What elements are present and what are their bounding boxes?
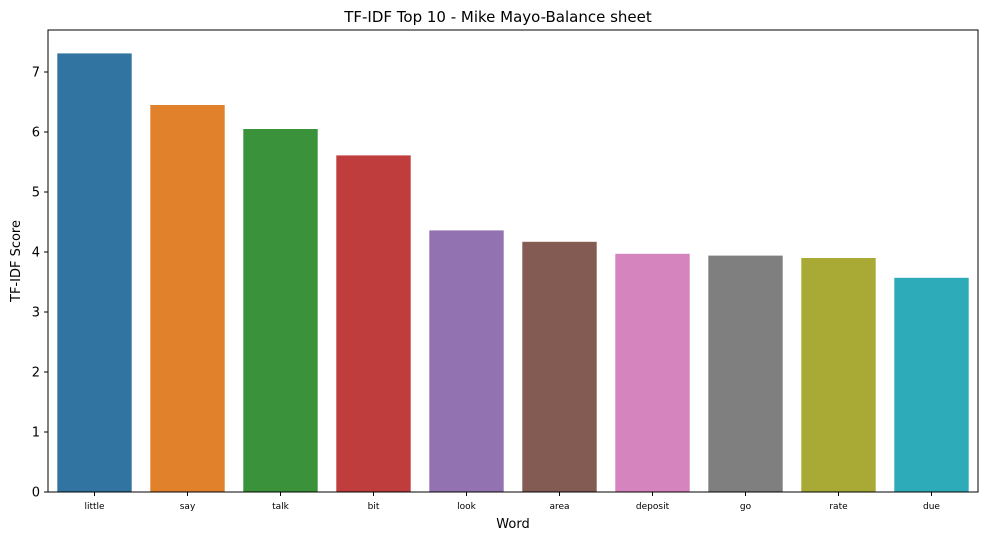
y-axis-label: TF-IDF Score bbox=[9, 220, 24, 303]
x-tick-label: talk bbox=[272, 502, 290, 512]
bar-area bbox=[522, 241, 597, 492]
plot-frame bbox=[47, 29, 979, 493]
bar-rate bbox=[801, 258, 876, 492]
x-tick-label: say bbox=[180, 502, 196, 512]
y-tick-label: 5 bbox=[32, 186, 40, 201]
y-tick-label: 4 bbox=[32, 246, 40, 261]
y-tick-label: 0 bbox=[32, 486, 40, 501]
x-tick-label: bit bbox=[368, 502, 380, 512]
y-axis: 0 1 2 3 4 5 6 7 bbox=[32, 66, 48, 501]
bar-little bbox=[57, 53, 132, 493]
bar-deposit bbox=[615, 253, 690, 492]
bar-say bbox=[150, 105, 225, 492]
x-tick-label: due bbox=[923, 502, 940, 512]
bar-look bbox=[429, 230, 504, 492]
bars-group bbox=[57, 53, 969, 493]
x-axis-label: Word bbox=[496, 517, 529, 532]
x-tick-label: go bbox=[740, 502, 752, 512]
y-tick-label: 2 bbox=[32, 366, 40, 381]
x-tick-label: area bbox=[549, 502, 569, 512]
x-axis: little say talk bit look area deposit go rate due bbox=[84, 492, 940, 512]
y-tick-label: 1 bbox=[32, 426, 40, 441]
x-tick-label: rate bbox=[829, 502, 848, 512]
x-tick-label: little bbox=[84, 502, 105, 512]
bar-bit bbox=[336, 155, 411, 492]
bar-due bbox=[894, 277, 969, 492]
y-tick-label: 7 bbox=[32, 66, 40, 81]
bar-go bbox=[708, 255, 783, 492]
chart-title: TF-IDF Top 10 - Mike Mayo-Balance sheet bbox=[343, 8, 652, 26]
y-tick-label: 6 bbox=[32, 126, 40, 141]
x-tick-label: look bbox=[457, 502, 477, 512]
x-tick-label: deposit bbox=[636, 502, 670, 512]
bar-talk bbox=[243, 129, 318, 492]
y-tick-label: 3 bbox=[32, 306, 40, 321]
